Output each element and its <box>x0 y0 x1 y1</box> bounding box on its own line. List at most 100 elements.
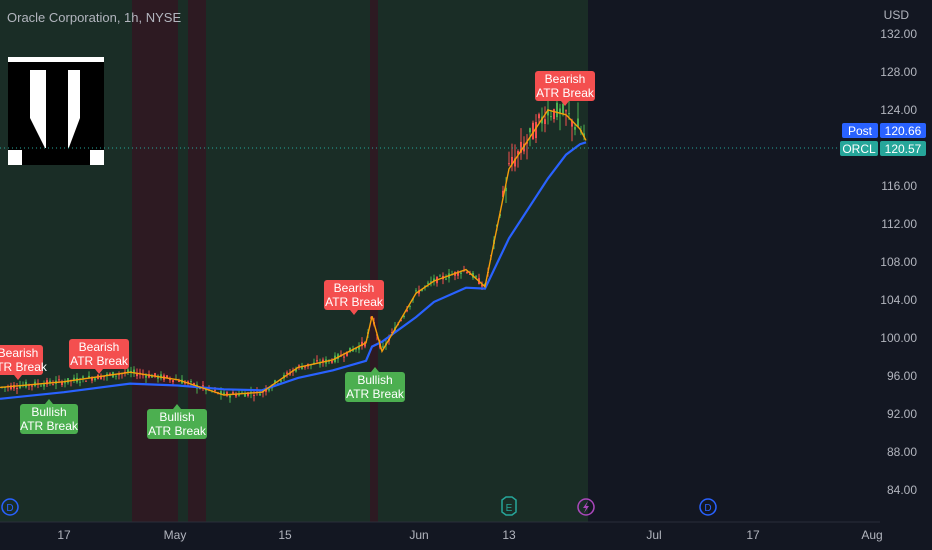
candle-body <box>562 103 564 115</box>
symbol-label: ORCL <box>842 142 876 156</box>
candle-body <box>199 388 201 390</box>
price-tick-label: 88.00 <box>887 445 917 459</box>
candle-body <box>268 389 270 391</box>
dividend-marker-label: D <box>6 503 13 514</box>
logo-icon <box>8 57 104 165</box>
candle-body <box>94 378 96 381</box>
candle-body <box>466 271 468 274</box>
candle-body <box>244 393 246 397</box>
candle-body <box>502 190 504 197</box>
candle-body <box>223 392 225 396</box>
candle-body <box>355 348 357 350</box>
time-label: 17 <box>746 528 760 542</box>
symbol-value: 120.57 <box>885 142 922 156</box>
candle-body <box>73 377 75 381</box>
candle-body <box>43 384 45 387</box>
candle-body <box>517 151 519 155</box>
candle-body <box>118 374 120 376</box>
post-price-badge: Post 120.66 <box>842 123 926 138</box>
signal-line1: Bullish <box>159 410 194 424</box>
candle-body <box>52 384 54 386</box>
candle-body <box>226 392 228 396</box>
signal-line1: Bullish <box>357 373 392 387</box>
candle-body <box>346 351 348 356</box>
lightning-icon[interactable] <box>577 498 595 516</box>
candle-body <box>19 385 21 389</box>
candle-body <box>10 385 12 390</box>
signal-line1: Bearish <box>79 340 120 354</box>
candle-body <box>391 332 393 334</box>
candle-body <box>136 373 138 377</box>
candle-body <box>469 273 471 275</box>
candle-body <box>550 116 552 118</box>
candle-body <box>31 385 33 387</box>
candle-body <box>565 110 567 112</box>
dividend-marker-icon[interactable]: D <box>1 498 19 516</box>
event-markers[interactable]: D E D <box>1 496 717 516</box>
candle-body <box>532 122 534 140</box>
signal-line1: Bearish <box>545 72 586 86</box>
candle-body <box>460 272 462 274</box>
candle-body <box>79 381 81 383</box>
signal-line2: ATR Break <box>70 354 129 368</box>
price-tick-label: 128.00 <box>880 65 917 79</box>
time-label: 17 <box>57 528 71 542</box>
candle-body <box>304 366 306 368</box>
candle-body <box>514 158 516 167</box>
candle-body <box>361 341 363 347</box>
candle-body <box>280 380 282 382</box>
candle-body <box>529 128 531 133</box>
time-label: 13 <box>502 528 516 542</box>
candle-body <box>127 369 129 373</box>
candle-body <box>538 114 540 119</box>
candle-body <box>343 356 345 358</box>
ema-slow-line <box>0 141 587 400</box>
candle-body <box>100 375 102 380</box>
price-tick-label: 104.00 <box>880 293 917 307</box>
candle-body <box>400 319 402 321</box>
currency-label: USD <box>884 8 910 22</box>
candle-body <box>67 378 69 383</box>
session-band <box>178 0 188 522</box>
candle-body <box>568 113 570 115</box>
candle-body <box>220 391 222 395</box>
candle-body <box>322 359 324 363</box>
candle-body <box>259 393 261 396</box>
price-tick-label: 108.00 <box>880 255 917 269</box>
session-band <box>132 0 178 522</box>
dividend-marker-label: D <box>704 503 711 514</box>
earnings-marker-icon[interactable]: E <box>501 496 517 516</box>
candle-body <box>187 381 189 384</box>
time-axis[interactable]: 17 May 15 Jun 13 Jul 17 Aug <box>57 528 882 542</box>
candle-body <box>235 394 237 397</box>
candle-body <box>439 275 441 277</box>
candle-body <box>430 281 432 283</box>
candle-body <box>88 375 90 378</box>
candle-body <box>172 380 174 383</box>
session-band <box>370 0 378 522</box>
candle-body <box>64 382 66 384</box>
dividend-marker-icon[interactable]: D <box>699 498 717 516</box>
price-tick-label: 112.00 <box>881 217 917 231</box>
candle-body <box>247 392 249 396</box>
candle-body <box>331 360 333 363</box>
candle-body <box>457 271 459 276</box>
candle-body <box>508 163 510 165</box>
candle-body <box>169 378 171 381</box>
candle-body <box>406 309 408 312</box>
candle-body <box>571 120 573 127</box>
candle-body <box>520 141 522 153</box>
candle-body <box>505 187 507 192</box>
candle-body <box>475 276 477 278</box>
price-tick-label: 132.00 <box>880 27 917 41</box>
chart-title: Oracle Corporation, 1h, NYSE <box>7 10 181 25</box>
candle-body <box>319 363 321 365</box>
post-label: Post <box>848 124 873 138</box>
candle-body <box>286 372 288 374</box>
candle-body <box>511 156 513 165</box>
candle-body <box>364 341 366 347</box>
candle-body <box>232 392 234 394</box>
signal-line2: ATR Break <box>148 424 207 438</box>
